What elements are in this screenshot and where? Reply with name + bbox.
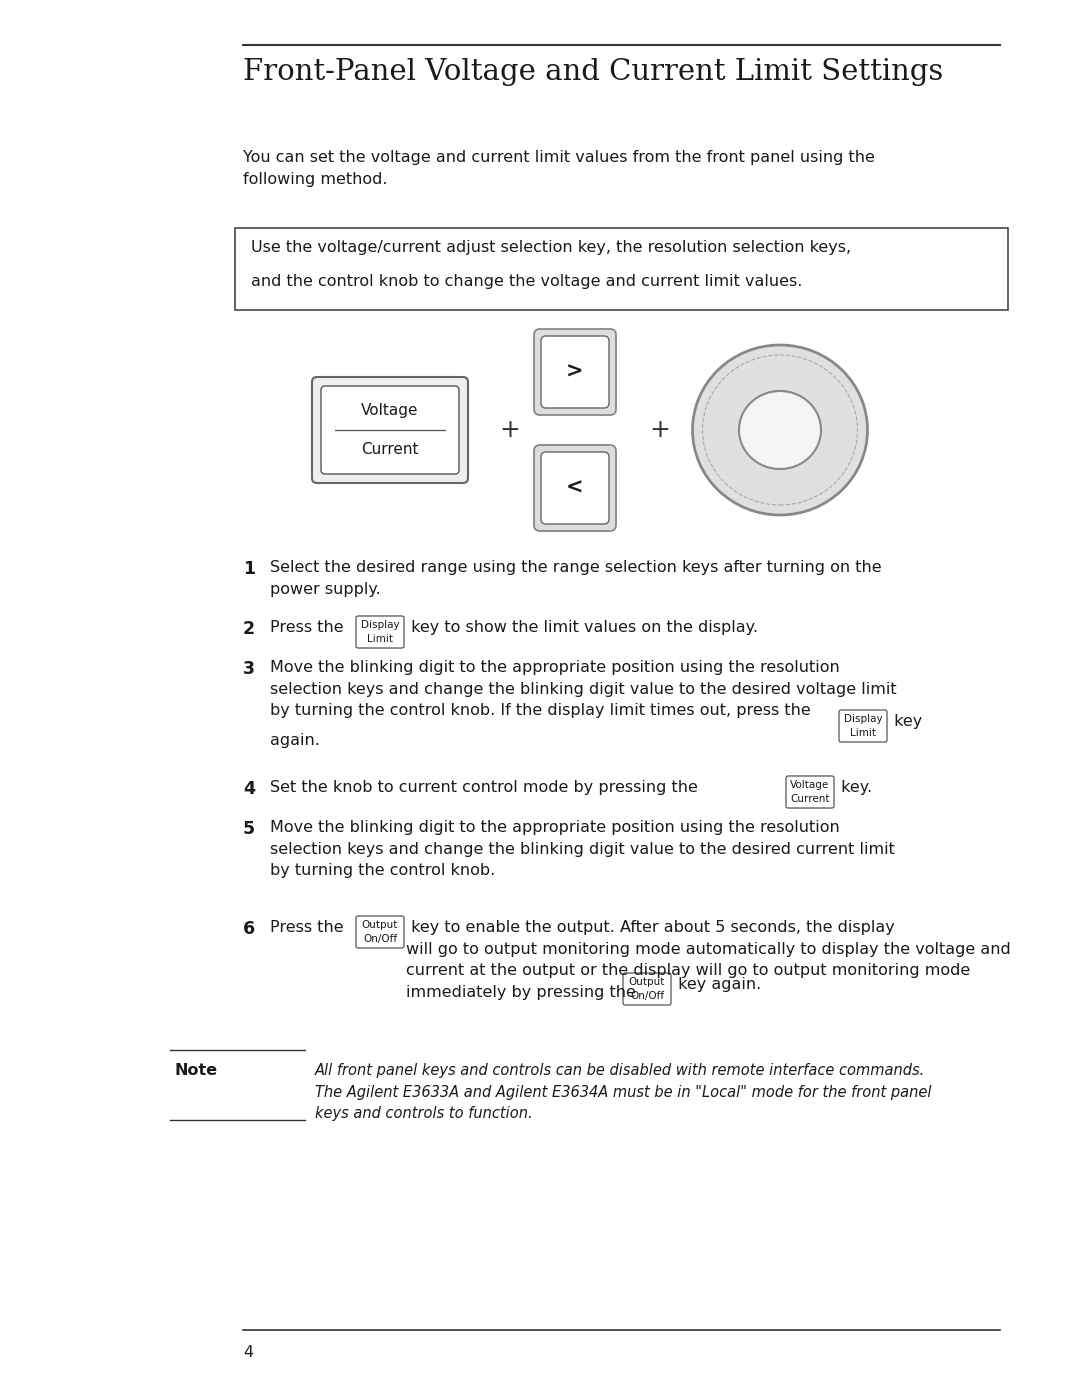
Text: Press the: Press the bbox=[270, 921, 343, 935]
Text: On/Off: On/Off bbox=[630, 990, 664, 1002]
Text: +: + bbox=[649, 418, 671, 441]
Text: 5: 5 bbox=[243, 820, 255, 838]
FancyBboxPatch shape bbox=[839, 710, 887, 742]
Text: All front panel keys and controls can be disabled with remote interface commands: All front panel keys and controls can be… bbox=[315, 1063, 931, 1122]
Text: Press the: Press the bbox=[270, 620, 343, 636]
FancyBboxPatch shape bbox=[534, 330, 616, 415]
Bar bbox=[235, 228, 1008, 310]
Text: key.: key. bbox=[836, 780, 873, 795]
Text: key again.: key again. bbox=[673, 977, 761, 992]
Text: Set the knob to current control mode by pressing the: Set the knob to current control mode by … bbox=[270, 780, 698, 795]
Text: Front-Panel Voltage and Current Limit Settings: Front-Panel Voltage and Current Limit Se… bbox=[243, 59, 943, 87]
Text: >: > bbox=[566, 362, 584, 381]
Text: +: + bbox=[500, 418, 521, 441]
Text: Output: Output bbox=[629, 977, 665, 988]
Text: Limit: Limit bbox=[850, 728, 876, 738]
FancyBboxPatch shape bbox=[534, 446, 616, 531]
Text: You can set the voltage and current limit values from the front panel using the
: You can set the voltage and current limi… bbox=[243, 149, 875, 187]
Text: Display: Display bbox=[361, 620, 400, 630]
Text: Current: Current bbox=[361, 443, 419, 457]
Text: Note: Note bbox=[175, 1063, 218, 1078]
FancyBboxPatch shape bbox=[786, 775, 834, 807]
FancyBboxPatch shape bbox=[541, 453, 609, 524]
Text: 4: 4 bbox=[243, 780, 255, 798]
FancyBboxPatch shape bbox=[321, 386, 459, 474]
FancyBboxPatch shape bbox=[312, 377, 468, 483]
Text: Current: Current bbox=[791, 793, 829, 805]
Text: key to enable the output. After about 5 seconds, the display
will go to output m: key to enable the output. After about 5 … bbox=[406, 921, 1011, 1000]
Ellipse shape bbox=[692, 345, 867, 515]
Text: Limit: Limit bbox=[367, 634, 393, 644]
Text: Select the desired range using the range selection keys after turning on the
pow: Select the desired range using the range… bbox=[270, 560, 881, 597]
Text: Move the blinking digit to the appropriate position using the resolution
selecti: Move the blinking digit to the appropria… bbox=[270, 820, 895, 879]
Text: 6: 6 bbox=[243, 921, 255, 937]
Text: 1: 1 bbox=[243, 560, 255, 578]
Text: Move the blinking digit to the appropriate position using the resolution
selecti: Move the blinking digit to the appropria… bbox=[270, 659, 896, 718]
Text: 2: 2 bbox=[243, 620, 255, 638]
Text: On/Off: On/Off bbox=[363, 935, 397, 944]
Text: Display: Display bbox=[843, 714, 882, 724]
FancyBboxPatch shape bbox=[623, 972, 671, 1004]
Text: 3: 3 bbox=[243, 659, 255, 678]
Text: key to show the limit values on the display.: key to show the limit values on the disp… bbox=[406, 620, 758, 636]
Text: Voltage: Voltage bbox=[791, 780, 829, 789]
Text: key: key bbox=[889, 714, 922, 729]
FancyBboxPatch shape bbox=[356, 916, 404, 949]
Text: Voltage: Voltage bbox=[361, 402, 419, 418]
FancyBboxPatch shape bbox=[356, 616, 404, 648]
Text: Use the voltage/current adjust selection key, the resolution selection keys,: Use the voltage/current adjust selection… bbox=[251, 240, 851, 256]
FancyBboxPatch shape bbox=[541, 337, 609, 408]
Text: 4: 4 bbox=[243, 1345, 253, 1361]
Text: <: < bbox=[566, 478, 584, 497]
Ellipse shape bbox=[739, 391, 821, 469]
Text: and the control knob to change the voltage and current limit values.: and the control knob to change the volta… bbox=[251, 274, 802, 289]
Text: again.: again. bbox=[270, 733, 320, 747]
Text: Output: Output bbox=[362, 921, 399, 930]
